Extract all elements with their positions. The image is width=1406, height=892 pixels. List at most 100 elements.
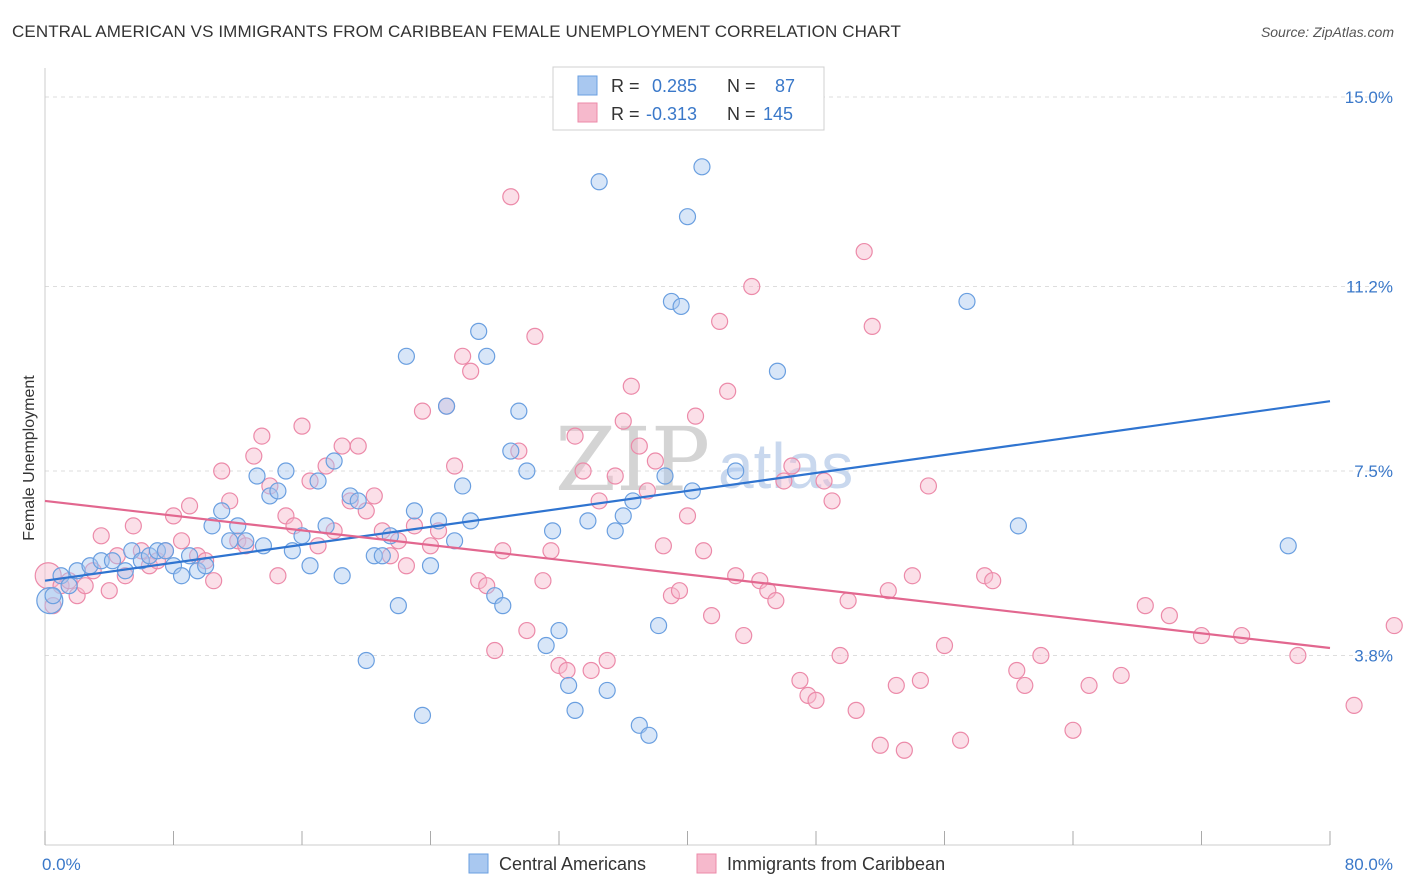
caribbean-point-126 xyxy=(1345,696,1363,714)
central-american-point-81 xyxy=(958,292,976,311)
central-american-point-40 xyxy=(373,547,391,565)
caribbean-point-61 xyxy=(526,327,544,345)
bottom-legend-label-2: Immigrants from Caribbean xyxy=(727,854,945,874)
caribbean-point-119 xyxy=(1080,676,1098,695)
caribbean-point-110 xyxy=(919,477,938,495)
correlation-legend: R = 0.285 N = 87 R = -0.313 N = 145 xyxy=(552,66,825,131)
y-tick-label-2: 11.2% xyxy=(1346,277,1393,296)
central-american-point-48 xyxy=(437,397,456,415)
central-american-point-0 xyxy=(36,587,64,615)
caribbean-point-29 xyxy=(269,567,287,585)
central-american-point-66 xyxy=(598,681,616,700)
caribbean-point-91 xyxy=(767,592,785,610)
central-american-point-43 xyxy=(397,347,416,365)
central-american-point-76 xyxy=(678,208,697,226)
central-american-point-21 xyxy=(221,532,239,550)
caribbean-point-94 xyxy=(791,671,809,690)
legend-swatch-blue xyxy=(577,75,598,96)
grid-lines xyxy=(45,96,1390,657)
caribbean-point-21 xyxy=(205,572,223,590)
x-tick-label-1: 80.0% xyxy=(1345,855,1393,874)
caribbean-point-87 xyxy=(735,626,753,645)
caribbean-point-104 xyxy=(871,736,889,754)
central-american-point-22 xyxy=(229,517,247,535)
central-american-point-82 xyxy=(1009,517,1027,535)
caribbean-point-115 xyxy=(1008,661,1026,680)
caribbean-point-76 xyxy=(646,452,664,470)
caribbean-point-109 xyxy=(911,671,930,690)
caribbean-point-85 xyxy=(719,382,737,400)
y-tick-label-3: 15.0% xyxy=(1345,88,1393,107)
caribbean-point-41 xyxy=(365,487,383,505)
central-american-point-57 xyxy=(510,402,528,420)
caribbean-point-39 xyxy=(349,437,367,455)
central-american-point-27 xyxy=(269,482,287,500)
caribbean-point-116 xyxy=(1016,676,1034,695)
caribbean-point-52 xyxy=(454,347,472,365)
central-american-point-71 xyxy=(640,726,658,744)
caribbean-point-81 xyxy=(686,407,705,425)
caribbean-point-123 xyxy=(1192,626,1211,645)
trend-line-caribbean xyxy=(44,499,1331,650)
watermark-atlas: atlas xyxy=(718,430,853,502)
caribbean-point-34 xyxy=(309,537,327,555)
series-legend: Central Americans Immigrants from Caribb… xyxy=(468,853,945,874)
caribbean-point-84 xyxy=(711,312,729,330)
caribbean-point-63 xyxy=(542,542,560,560)
caribbean-point-56 xyxy=(486,641,504,660)
y-tick-label-1: 7.5% xyxy=(1354,462,1393,481)
central-american-point-19 xyxy=(203,517,221,535)
caribbean-point-65 xyxy=(558,661,576,680)
caribbean-point-11 xyxy=(124,517,142,535)
central-american-point-24 xyxy=(248,467,266,485)
caribbean-point-103 xyxy=(863,317,881,335)
bottom-legend-swatch-blue xyxy=(468,853,489,874)
caribbean-point-120 xyxy=(1112,666,1130,685)
central-american-point-7 xyxy=(103,552,122,570)
central-american-point-67 xyxy=(606,522,624,540)
central-american-point-20 xyxy=(213,502,231,520)
central-american-point-32 xyxy=(309,472,327,490)
central-american-point-80 xyxy=(768,362,787,380)
caribbean-point-96 xyxy=(807,691,825,709)
caribbean-point-100 xyxy=(839,592,857,610)
central-american-point-63 xyxy=(566,701,584,719)
central-american-point-65 xyxy=(590,173,608,191)
legend-n-label-1: N = xyxy=(727,76,756,96)
legend-r-label-1: R = xyxy=(611,76,640,96)
trend-line-central-american xyxy=(44,400,1331,582)
caribbean-point-69 xyxy=(590,492,608,510)
y-axis-label: Female Unemployment xyxy=(21,375,38,541)
x-tick-label-0: 0.0% xyxy=(42,855,81,874)
caribbean-point-47 xyxy=(413,402,432,420)
central-american-point-55 xyxy=(494,597,512,615)
caribbean-point-114 xyxy=(984,572,1002,590)
caribbean-point-51 xyxy=(445,457,464,475)
chart-title: CENTRAL AMERICAN VS IMMIGRANTS FROM CARI… xyxy=(12,22,901,41)
central-american-point-68 xyxy=(614,507,632,525)
caribbean-point-74 xyxy=(630,437,648,455)
central-american-point-53 xyxy=(478,347,496,365)
caribbean-point-37 xyxy=(333,437,351,455)
caribbean-point-70 xyxy=(598,651,616,670)
legend-n-value-2: 145 xyxy=(763,104,793,124)
central-american-point-15 xyxy=(172,567,191,585)
legend-r-label-2: R = xyxy=(611,104,640,124)
caribbean-point-60 xyxy=(518,621,536,640)
central-american-point-74 xyxy=(662,292,681,311)
central-american-point-23 xyxy=(237,532,255,550)
source-label: Source: ZipAtlas.com xyxy=(1260,24,1394,40)
central-american-point-38 xyxy=(357,651,375,670)
caribbean-point-118 xyxy=(1064,721,1082,739)
central-american-point-44 xyxy=(405,502,424,520)
legend-r-value-2: -0.313 xyxy=(646,104,697,124)
central-american-point-60 xyxy=(543,522,562,540)
caribbean-point-88 xyxy=(743,277,761,296)
y-tick-labels: 3.8% 7.5% 11.2% 15.0% xyxy=(1345,88,1393,666)
central-american-point-58 xyxy=(518,462,536,480)
legend-r-value-1: 0.285 xyxy=(652,76,697,96)
caribbean-point-112 xyxy=(951,731,970,749)
caribbean-point-80 xyxy=(678,507,697,525)
caribbean-point-26 xyxy=(245,447,263,465)
